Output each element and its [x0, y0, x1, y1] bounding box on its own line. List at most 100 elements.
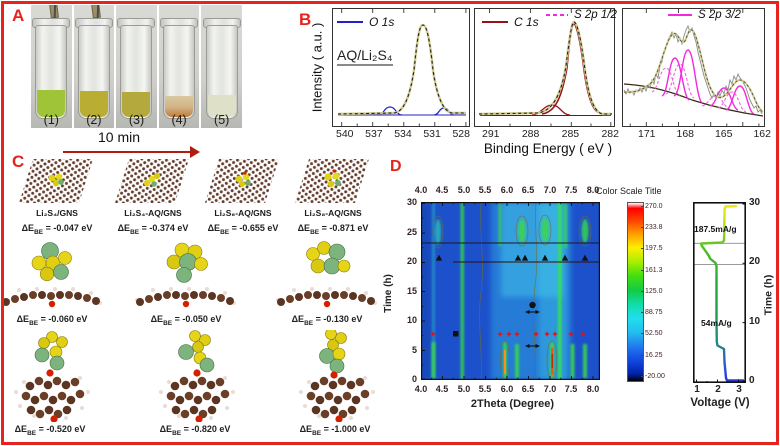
v-x-axis-label: Voltage (V) [690, 397, 750, 409]
b-x-axis-label: Binding Energy ( eV ) [483, 141, 613, 156]
s2p-spectrum-plot [622, 8, 765, 127]
colorbar-title: Color Scale Title [596, 186, 662, 196]
v-x-tick: 2 [715, 384, 721, 395]
legend-s2p32: S 2p 3/2 [668, 9, 741, 21]
d-y-tick: 25 [406, 227, 417, 237]
d-y-tick: 10 [406, 315, 417, 325]
o1s-spectrum-plot [332, 8, 470, 127]
d-x-tick: 6.5 [521, 185, 535, 195]
colorbar-tick: 88.75 [641, 309, 683, 316]
v-x-tick: 3 [736, 384, 742, 395]
d-x-tick: 6.5 [521, 384, 535, 394]
cluster-molecule-2 [135, 242, 236, 308]
aq-structure-1 [14, 331, 90, 422]
vial-glass [205, 25, 238, 119]
high-time-reflections [435, 204, 589, 248]
d-x-tick: 7.5 [564, 384, 578, 394]
ring-carbons [14, 376, 90, 422]
aq-chain [276, 287, 377, 308]
c1s-spectrum-plot [474, 8, 615, 127]
vial-photo-1: (1) [31, 5, 72, 128]
vial-number: (5) [214, 113, 230, 127]
cluster-molecule-1 [1, 242, 102, 308]
d-x-tick: 4.5 [435, 384, 449, 394]
binding-energy-value: ΔEBE = -0.871 eV [297, 223, 369, 236]
voltage-curve [700, 205, 745, 382]
graphene-sheets-row [19, 159, 369, 203]
binding-energy-value: ΔEBE = -0.060 eV [16, 314, 88, 327]
graphene-sheet-4 [295, 159, 369, 203]
aq-chain [1, 287, 102, 308]
d-y-tick: 15 [406, 286, 417, 296]
colorbar-tick: 52.50 [641, 330, 683, 337]
legend-c1s: C 1s [482, 15, 539, 29]
d-x-tick: 7.5 [564, 185, 578, 195]
rate-high-label: 187.5mA/g [694, 224, 737, 234]
contour-lines [432, 202, 592, 380]
sample-label: AQ/Li₂S₄ [337, 47, 393, 66]
vial-glass [77, 25, 110, 119]
time-arrow-head [190, 146, 200, 158]
cluster-molecule-3 [276, 241, 377, 308]
structure-name: Li₂S₄/GNS [36, 208, 78, 218]
v-y-tick: 20 [749, 256, 761, 267]
d-x-tick: 4.5 [435, 185, 449, 195]
colorbar-tick: 161.3 [641, 267, 683, 274]
legend-o1s: O 1s [337, 15, 394, 29]
o1s-line-icon [337, 21, 363, 23]
s2p32-line-icon [668, 14, 692, 16]
cluster-on-anthraquinone-row [14, 330, 375, 422]
panel-d-label: D [390, 158, 402, 175]
vial-photo-4: (4) [158, 5, 200, 128]
structure-name: Li₂S₄-AQ/GNS [124, 208, 182, 218]
o1s-x-ticks: 540 537 534 531 528 [336, 128, 470, 140]
vial-number: (4) [171, 113, 187, 127]
star-markers [430, 331, 586, 337]
d-x-axis-label: 2Theta (Degree) [470, 398, 555, 410]
d-x-tick: 4.0 [414, 384, 428, 394]
colorbar-tick: -20.00 [641, 373, 683, 380]
d-y-tick: 30 [406, 197, 417, 207]
binding-energy-value: ΔEBE = -0.374 eV [117, 223, 189, 236]
triangle-markers [435, 254, 589, 261]
vial-liquid [122, 92, 151, 117]
vial-photo-3: (3) [116, 5, 157, 128]
structure-name: Li₂S₆-AQ/GNS [214, 208, 272, 218]
d-y-tick: 0 [411, 374, 417, 384]
circle-marker [529, 301, 536, 309]
aq-chain [135, 287, 236, 308]
v-y-tick: 0 [749, 375, 755, 386]
ring-carbons [159, 376, 235, 422]
s2p12-dashed-line-icon [546, 14, 568, 16]
vial-liquid [207, 95, 236, 117]
d-x-tick: 5.5 [478, 384, 492, 394]
d-x-tick: 5.0 [457, 384, 471, 394]
duration-label: 10 min [98, 129, 141, 145]
s2p-x-ticks: 171 168 165 162 [638, 128, 771, 140]
c1s-line-icon [482, 21, 508, 23]
binding-energy-value: ΔEBE = -0.050 eV [150, 314, 222, 327]
panel-c-label: C [12, 152, 25, 171]
vial-photo-5: (5) [201, 5, 242, 128]
d-x-tick: 5.0 [457, 185, 471, 195]
square-marker [453, 331, 459, 337]
d-y-tick: 5 [411, 345, 417, 355]
binding-energy-value: ΔEBE = -0.130 eV [291, 314, 363, 327]
graphene-sheet-3 [205, 159, 279, 203]
v-y-tick: 10 [749, 316, 761, 327]
v-x-tick: 1 [694, 384, 700, 395]
colorbar-tick: 197.5 [641, 245, 683, 252]
legend-s2p12: S 2p 1/2 [546, 9, 617, 21]
vial-photo-2: (2) [73, 5, 115, 128]
d-y-axis-label: Time (h) [382, 273, 394, 313]
aq-structure-2 [159, 330, 235, 422]
binding-energy-value: ΔEBE = -0.820 eV [159, 424, 231, 437]
graphene-sheet-2 [115, 159, 189, 203]
d-x-tick: 8.0 [586, 384, 600, 394]
vial-glass [35, 25, 68, 119]
d-x-tick: 6.0 [500, 384, 514, 394]
binding-energy-value: ΔEBE = -1.000 eV [299, 424, 371, 437]
binding-energy-value: ΔEBE = -0.655 eV [207, 223, 279, 236]
vial-number: (2) [86, 113, 102, 127]
